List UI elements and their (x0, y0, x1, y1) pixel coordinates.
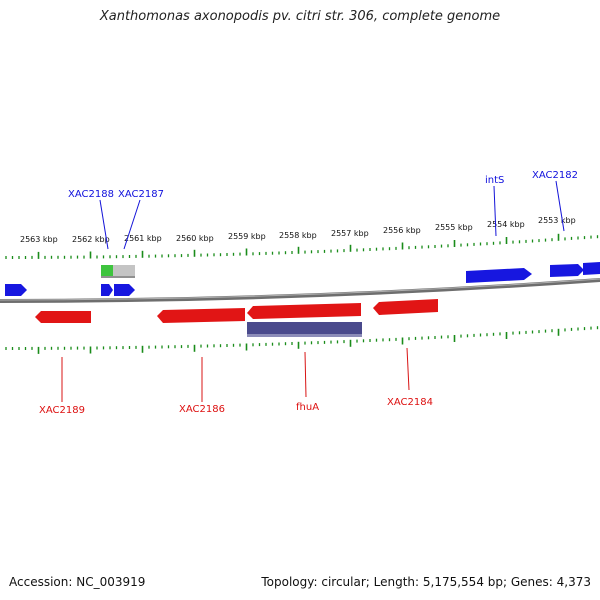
kbp-label: 2562 kbp (72, 235, 110, 244)
forward-strand-features (5, 262, 600, 296)
gene-arrow-forward[interactable] (114, 284, 135, 296)
gene-label-xac2189[interactable]: XAC2189 (39, 405, 85, 416)
gene-arrow-reverse[interactable] (247, 303, 361, 319)
gene-label-xac2188[interactable]: XAC2188 (68, 189, 114, 200)
secondary-feature-reverse[interactable] (247, 322, 362, 336)
kbp-label: 2553 kbp (538, 216, 576, 225)
kbp-label: 2555 kbp (435, 223, 473, 232)
kbp-label: 2560 kbp (176, 234, 214, 243)
gene-label-xac2186[interactable]: XAC2186 (179, 404, 225, 415)
feature-shadow (101, 276, 135, 278)
label-leader (304, 351, 307, 398)
feature-shadow (247, 334, 362, 337)
label-leader (555, 180, 565, 232)
gene-arrow-forward[interactable] (466, 268, 532, 283)
kbp-label: 2559 kbp (228, 232, 266, 241)
genome-title: Xanthomonas axonopodis pv. citri str. 30… (99, 9, 501, 24)
reverse-gene-labels: XAC2189 XAC2186 fhuA XAC2184 (39, 347, 433, 416)
label-leader (406, 347, 410, 391)
genome-summary: Topology: circular; Length: 5,175,554 bp… (261, 575, 591, 589)
accession-label: Accession: NC_003919 (9, 575, 146, 589)
kbp-label: 2563 kbp (20, 235, 58, 244)
gene-label-xac2187[interactable]: XAC2187 (118, 189, 164, 200)
gene-label-fhua[interactable]: fhuA (296, 402, 319, 413)
gene-label-ints[interactable]: intS (485, 175, 504, 186)
outer-tick-track (5, 233, 599, 259)
kbp-label: 2558 kbp (279, 231, 317, 240)
kbp-scale: 2563 kbp 2562 kbp 2561 kbp 2560 kbp 2559… (20, 216, 576, 244)
reverse-strand-features (35, 299, 438, 337)
gene-arrow-reverse[interactable] (373, 299, 438, 315)
gene-arrow-reverse[interactable] (157, 308, 245, 323)
kbp-label: 2556 kbp (383, 226, 421, 235)
rna-feature[interactable] (101, 265, 113, 278)
forward-gene-labels: XAC2188 XAC2187 intS XAC2182 (68, 170, 578, 250)
label-leader (99, 199, 109, 250)
misc-feature[interactable] (113, 265, 135, 278)
gene-arrow-forward[interactable] (101, 284, 113, 296)
gene-label-xac2182[interactable]: XAC2182 (532, 170, 578, 181)
kbp-label: 2554 kbp (487, 220, 525, 229)
gene-label-xac2184[interactable]: XAC2184 (387, 397, 433, 408)
label-leader (493, 185, 497, 237)
label-leader (123, 199, 141, 250)
gene-arrow-forward[interactable] (583, 262, 600, 275)
inner-tick-track (5, 326, 599, 354)
genome-backbone (0, 278, 600, 303)
gene-arrow-reverse[interactable] (35, 311, 91, 323)
kbp-label: 2557 kbp (331, 229, 369, 238)
kbp-label: 2561 kbp (124, 234, 162, 243)
gene-arrow-forward[interactable] (5, 284, 27, 296)
gene-arrow-forward[interactable] (550, 264, 584, 277)
genome-backbone-highlight (0, 278, 600, 301)
